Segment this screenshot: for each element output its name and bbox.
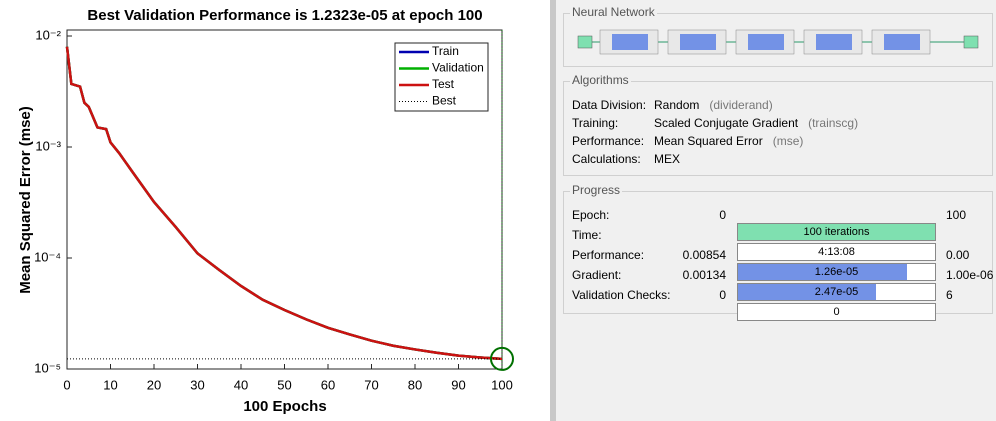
algorithm-row: Training: Scaled Conjugate Gradient (train… bbox=[572, 115, 858, 131]
chart-title: Best Validation Performance is 1.2323e-0… bbox=[87, 7, 482, 24]
chart: Best Validation Performance is 1.2323e-0… bbox=[16, 6, 514, 415]
splitter[interactable] bbox=[550, 0, 556, 421]
training-panel: Neural Network Algorithms Data Division:… bbox=[556, 0, 996, 421]
x-tick-label: 50 bbox=[277, 377, 291, 392]
x-tick-label: 10 bbox=[103, 377, 117, 392]
x-tick-label: 80 bbox=[408, 377, 422, 392]
x-tick-label: 40 bbox=[234, 377, 248, 392]
algorithm-value: Scaled Conjugate Gradient bbox=[654, 116, 799, 130]
algorithms-group: Algorithms Data Division: Random (dividera… bbox=[563, 73, 993, 176]
progress-end: 6 bbox=[946, 288, 953, 302]
layer-box bbox=[816, 34, 852, 50]
algorithm-value: MEX bbox=[654, 152, 681, 166]
progress-row: Time: 4:13:08 bbox=[572, 227, 992, 261]
x-tick-label: 70 bbox=[364, 377, 378, 392]
progress-bar: 2.47e-05 bbox=[737, 283, 936, 301]
legend-label: Best bbox=[432, 94, 457, 108]
progress-label: Time: bbox=[572, 228, 602, 242]
layer-box bbox=[748, 34, 784, 50]
algorithm-label: Performance: bbox=[572, 134, 645, 148]
y-tick-label: 10⁻³ bbox=[35, 138, 61, 153]
progress-group: Progress Epoch: 0 100 iterations 100 Time: 4:… bbox=[563, 183, 994, 321]
progress-end: 100 bbox=[946, 208, 967, 222]
algorithm-row: Data Division: Random (dividerand) bbox=[572, 97, 773, 113]
progress-fill bbox=[738, 264, 908, 280]
legend-label: Train bbox=[432, 44, 459, 58]
series-line bbox=[65, 46, 503, 361]
algorithm-row: Calculations: MEX bbox=[572, 151, 680, 167]
legend-label: Test bbox=[432, 77, 455, 91]
progress-label: Performance: bbox=[572, 248, 645, 262]
progress-text: 4:13:08 bbox=[818, 246, 855, 258]
network-group: Neural Network bbox=[563, 5, 993, 67]
x-tick-label: 60 bbox=[321, 377, 335, 392]
progress-text: 1.26e-05 bbox=[814, 266, 859, 278]
algorithm-label: Data Division: bbox=[572, 98, 647, 112]
layers bbox=[599, 29, 931, 55]
x-tick-label: 0 bbox=[63, 377, 70, 392]
progress-label: Epoch: bbox=[572, 208, 610, 222]
progress-label: Gradient: bbox=[572, 268, 622, 282]
progress-start: 0 bbox=[719, 208, 726, 222]
progress-text: 0 bbox=[833, 306, 840, 318]
x-axis-label: 100 Epochs bbox=[243, 398, 326, 415]
x-tick-label: 90 bbox=[451, 377, 465, 392]
x-tick-label: 100 bbox=[491, 377, 513, 392]
y-tick-label: 10⁻⁴ bbox=[34, 249, 61, 264]
legend: Train Validation Test Best bbox=[394, 42, 489, 112]
y-tick-label: 10⁻⁵ bbox=[34, 360, 61, 375]
best-marker bbox=[490, 346, 514, 371]
progress-start: 0.00854 bbox=[682, 248, 726, 262]
layer-box bbox=[612, 34, 648, 50]
progress-fill bbox=[738, 224, 935, 240]
progress-end: 1.00e-06 bbox=[946, 268, 994, 282]
group-title: Progress bbox=[570, 183, 623, 197]
progress-bar: 100 iterations bbox=[737, 223, 936, 241]
legend-box bbox=[394, 42, 489, 112]
progress-row: Performance: 0.00854 1.26e-05 0.00 bbox=[572, 247, 992, 281]
algorithm-label: Training: bbox=[572, 116, 619, 130]
progress-fill bbox=[738, 284, 876, 300]
progress-bar: 1.26e-05 bbox=[737, 263, 936, 281]
x-tick-label: 20 bbox=[147, 377, 161, 392]
progress-label: Validation Checks: bbox=[572, 288, 671, 302]
progress-bar: 0 bbox=[737, 303, 936, 321]
legend-label: Validation bbox=[432, 61, 484, 75]
algorithm-row: Performance: Mean Squared Error (mse) bbox=[572, 133, 803, 149]
output-node bbox=[963, 35, 979, 49]
layer-box bbox=[680, 34, 716, 50]
algorithm-value: Random bbox=[654, 98, 700, 112]
input-node bbox=[577, 35, 593, 49]
y-axis-label: Mean Squared Error (mse) bbox=[17, 106, 34, 294]
progress-start: 0 bbox=[719, 288, 726, 302]
algorithm-function: (mse) bbox=[772, 134, 804, 148]
layer-box bbox=[884, 34, 920, 50]
x-tick-label: 30 bbox=[190, 377, 204, 392]
algorithm-label: Calculations: bbox=[572, 152, 641, 166]
progress-start: 0.00134 bbox=[682, 268, 726, 282]
progress-text: 2.47e-05 bbox=[814, 286, 859, 298]
group-title: Algorithms bbox=[570, 73, 631, 87]
group-title: Neural Network bbox=[570, 5, 657, 19]
network-diagram bbox=[577, 29, 979, 55]
progress-text: 100 iterations bbox=[803, 226, 870, 238]
progress-row: Validation Checks: 0 0 6 bbox=[572, 287, 992, 321]
algorithm-function: (trainscg) bbox=[808, 116, 859, 130]
progress-bar: 4:13:08 bbox=[737, 243, 936, 261]
progress-row: Epoch: 0 100 iterations 100 bbox=[572, 207, 992, 241]
y-tick-label: 10⁻² bbox=[35, 27, 61, 42]
algorithm-value: Mean Squared Error bbox=[654, 134, 763, 148]
progress-end: 0.00 bbox=[946, 248, 970, 262]
algorithm-function: (dividerand) bbox=[709, 98, 773, 112]
progress-row: Gradient: 0.00134 2.47e-05 1.00e-06 bbox=[572, 267, 994, 301]
